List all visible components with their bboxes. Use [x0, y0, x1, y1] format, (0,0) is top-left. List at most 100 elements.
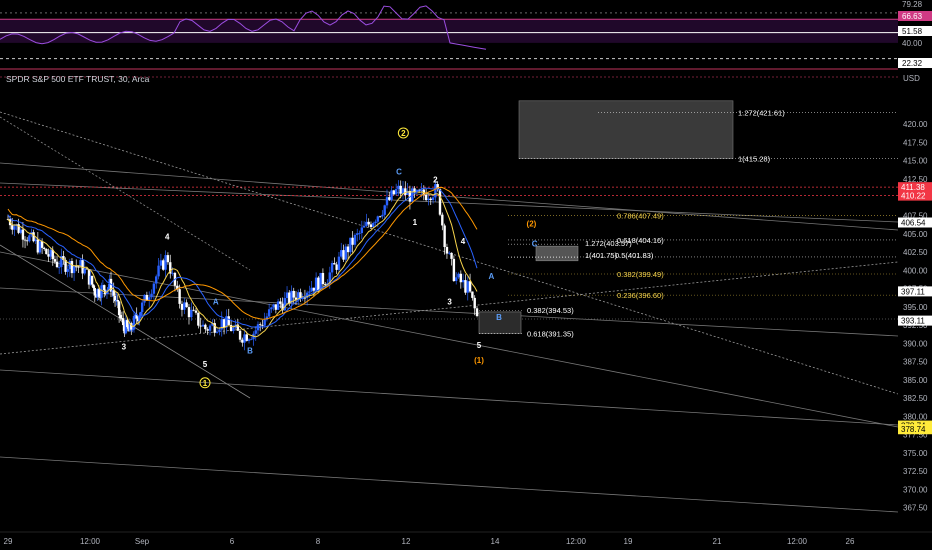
candle-body [201, 324, 205, 327]
wave-label: 3 [122, 342, 127, 351]
candle-body [312, 287, 316, 291]
candle-body [383, 205, 386, 215]
candle-body [126, 320, 129, 328]
fib-label: 0.382(394.53) [527, 306, 574, 315]
wave-label: 3 [447, 298, 452, 307]
candle-body [53, 259, 57, 262]
candle-body [394, 189, 398, 195]
y-tick-label: 382.50 [903, 394, 928, 403]
wave-label: C [396, 168, 402, 177]
candle-body [103, 285, 106, 291]
fib-zone-box [535, 245, 579, 262]
candle-body [241, 339, 244, 343]
candle-body [32, 232, 35, 242]
candle-body [199, 325, 202, 327]
candle-body [285, 292, 289, 299]
candle-body [376, 216, 380, 222]
x-tick-label: 26 [846, 537, 855, 546]
candle-body [367, 221, 370, 225]
candle-body [90, 275, 94, 285]
candle-body [204, 324, 207, 330]
candle-body [461, 280, 465, 283]
candle-body [441, 214, 444, 226]
candle-body [404, 188, 407, 195]
y-tick-label: 370.00 [903, 485, 928, 494]
candle-body [62, 256, 65, 260]
candle-body [132, 316, 136, 330]
y-tick-label: 377.50 [903, 431, 928, 440]
candle-body [101, 285, 105, 286]
candle-body [468, 281, 472, 292]
candle-body [225, 316, 228, 328]
candle-body [136, 318, 140, 322]
candle-body [335, 264, 338, 270]
y-tick-label: 390.00 [903, 339, 928, 348]
candle-body [408, 190, 412, 202]
y-tick-label: 372.50 [903, 467, 928, 476]
candle-body [145, 294, 149, 301]
y-tick-label: 385.00 [903, 376, 928, 385]
price-badge [898, 424, 932, 435]
candle-body [360, 227, 364, 234]
wave-label-circle [199, 377, 211, 389]
candle-body [34, 239, 37, 242]
x-tick-label: 12:00 [80, 537, 101, 546]
candle-body [473, 297, 476, 309]
candle-body [222, 319, 226, 328]
candle-body [378, 216, 382, 218]
candle-body [290, 290, 293, 304]
wave-label: A [489, 272, 495, 281]
rsi-tick-label: 22.32 [902, 59, 923, 68]
candle-body [131, 329, 134, 331]
candle-body [297, 292, 300, 301]
candle-body [276, 301, 280, 310]
candle-body [135, 314, 138, 319]
candle-body [83, 268, 86, 274]
candle-body [75, 266, 78, 268]
candle-body [38, 241, 42, 253]
candle-body [365, 221, 368, 226]
candle-body [372, 222, 375, 228]
candle-body [117, 301, 121, 316]
trend-line [0, 456, 899, 513]
candle-body [390, 190, 393, 200]
candle-body [148, 297, 151, 301]
trend-line [0, 369, 899, 426]
candle-body [47, 254, 50, 257]
candle-body [51, 249, 54, 260]
trend-line [0, 251, 899, 428]
candle-body [206, 329, 209, 331]
candle-body [301, 297, 304, 299]
candle-body [134, 314, 137, 317]
rsi-pane [0, 5, 898, 70]
candle-body [79, 260, 82, 267]
candle-body [194, 310, 198, 313]
candle-body [111, 290, 114, 292]
candle-body [178, 289, 181, 304]
price-badge-label: 410.22 [901, 192, 926, 201]
candle-body [57, 266, 61, 268]
y-tick-label: 387.50 [903, 358, 928, 367]
trend-line [0, 116, 251, 271]
candle-body [326, 283, 329, 285]
candle-body [36, 239, 40, 253]
candle-body [308, 291, 311, 293]
candle-body [208, 325, 212, 331]
candle-body [116, 299, 119, 302]
wave-label: (2) [527, 220, 537, 229]
candle-body [236, 324, 240, 331]
wave-label: 5 [203, 360, 208, 369]
x-tick-label: 21 [713, 537, 722, 546]
candle-body [265, 316, 269, 320]
candle-body [77, 266, 80, 268]
candle-body [475, 308, 479, 317]
candle-body [109, 278, 113, 292]
candle-body [220, 319, 223, 330]
candle-body [358, 233, 361, 234]
ma-fast-line [7, 191, 478, 338]
candle-body [140, 302, 144, 312]
rsi-tick-label: 40.00 [902, 39, 923, 48]
candle-body [169, 262, 172, 274]
candle-body [406, 190, 409, 195]
